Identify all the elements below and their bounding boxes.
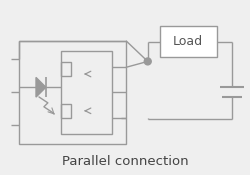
Bar <box>160 26 217 57</box>
Bar <box>19 41 126 144</box>
Circle shape <box>144 58 151 65</box>
Bar <box>61 51 112 134</box>
Bar <box>61 62 70 76</box>
Text: Load: Load <box>173 35 203 48</box>
Polygon shape <box>36 77 46 97</box>
Text: Parallel connection: Parallel connection <box>62 155 188 168</box>
Bar <box>61 104 70 118</box>
